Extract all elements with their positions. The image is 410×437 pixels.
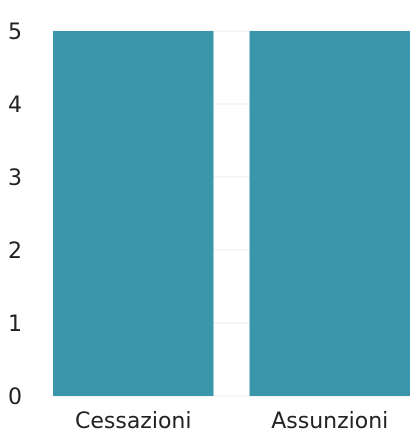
bar-cessazioni xyxy=(53,31,214,396)
y-tick-label-5: 5 xyxy=(8,20,22,45)
y-tick-label-2: 2 xyxy=(8,239,22,264)
y-tick-label-3: 3 xyxy=(8,166,22,191)
x-axis-labels: Cessazioni Assunzioni xyxy=(75,409,388,434)
y-tick-label-4: 4 xyxy=(8,93,22,118)
x-label-assunzioni: Assunzioni xyxy=(271,409,388,434)
y-tick-label-1: 1 xyxy=(8,312,22,337)
bar-assunzioni xyxy=(249,31,410,396)
y-tick-label-0: 0 xyxy=(8,385,22,410)
bars xyxy=(53,31,410,396)
y-axis-ticks: 0 1 2 3 4 5 xyxy=(8,20,22,410)
x-label-cessazioni: Cessazioni xyxy=(75,409,191,434)
